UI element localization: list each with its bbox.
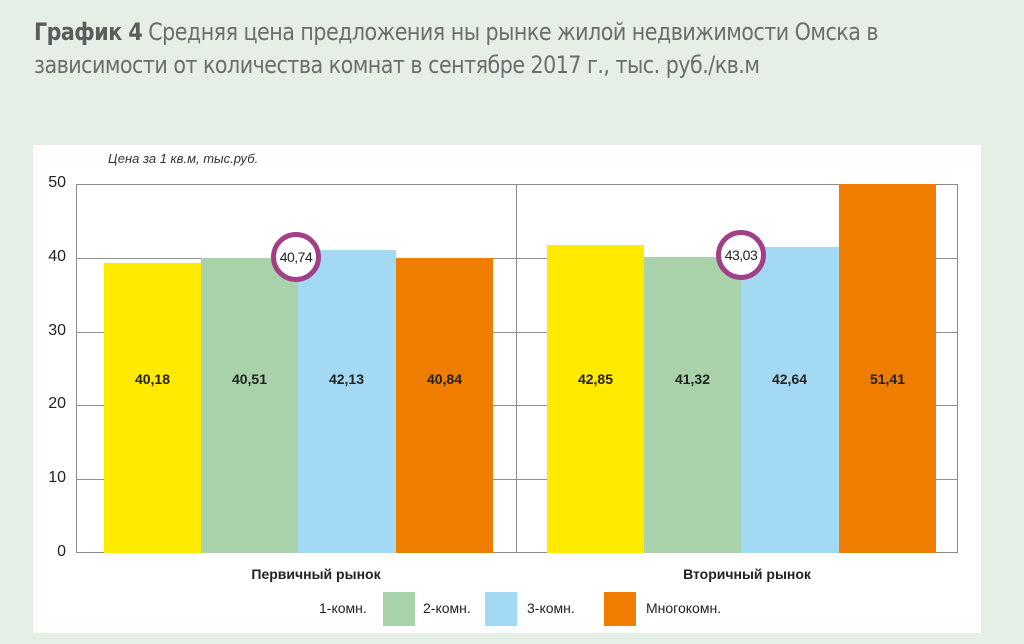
bar-label-secondary-1-room: 42,85 (577, 371, 614, 387)
legend: 1-комн. 2-комн. 3-комн. Многокомн. (0, 592, 1024, 626)
bar-primary-multi-room (396, 258, 493, 553)
y-tick-30: 30 (48, 322, 66, 339)
bar-primary-3-room (298, 250, 396, 553)
y-tick-40: 40 (48, 248, 66, 265)
y-tick-20: 20 (48, 395, 66, 412)
bar-primary-2-room (201, 258, 298, 553)
bar-primary-1-room (104, 263, 201, 553)
gridline-10 (76, 479, 958, 480)
legend-label-3-room: 3-комн. (527, 600, 575, 616)
y-tick-10: 10 (48, 469, 66, 486)
y-axis-unit-label: Цена за 1 кв.м, тыс.руб. (108, 151, 259, 166)
legend-label-2-room: 2-комн. (423, 600, 471, 616)
gridline-20 (76, 405, 958, 406)
y-tick-50: 50 (48, 174, 66, 191)
group-label-primary: Первичный рынок (251, 566, 381, 582)
legend-label-1-room: 1-комн. (319, 600, 367, 616)
chart-title-text: Средняя цена предложения ны рынке жилой … (34, 18, 879, 79)
gridline-40 (76, 258, 958, 259)
legend-label-multi-room: Многокомн. (646, 600, 722, 616)
bar-label-primary-multi-room: 40,84 (426, 371, 463, 387)
plot-area (76, 184, 958, 553)
bar-secondary-2-room (644, 257, 741, 553)
bar-label-primary-1-room: 40,18 (134, 371, 171, 387)
gridline-30 (76, 332, 958, 333)
bar-label-primary-3-room: 42,13 (328, 371, 365, 387)
legend-swatch-2-room (383, 592, 415, 626)
average-badge-primary: 40,74 (271, 232, 321, 282)
bar-secondary-1-room (547, 245, 644, 553)
y-tick-0: 0 (57, 543, 66, 560)
bar-label-secondary-multi-room: 51,41 (869, 371, 906, 387)
bar-label-primary-2-room: 40,51 (231, 371, 268, 387)
bar-secondary-3-room (741, 247, 839, 553)
legend-swatch-multi-room (604, 592, 636, 626)
group-label-secondary: Вторичный рынок (683, 566, 811, 582)
bar-label-secondary-3-room: 42,64 (771, 371, 808, 387)
bar-secondary-multi-room (839, 184, 936, 553)
chart-title-prefix: График 4 (34, 18, 143, 46)
group-divider (516, 184, 517, 553)
average-badge-secondary: 43,03 (716, 230, 766, 280)
bar-label-secondary-2-room: 41,32 (674, 371, 711, 387)
legend-swatch-3-room (485, 592, 517, 626)
chart-title: График 4 Средняя цена предложения ны рын… (34, 16, 994, 82)
